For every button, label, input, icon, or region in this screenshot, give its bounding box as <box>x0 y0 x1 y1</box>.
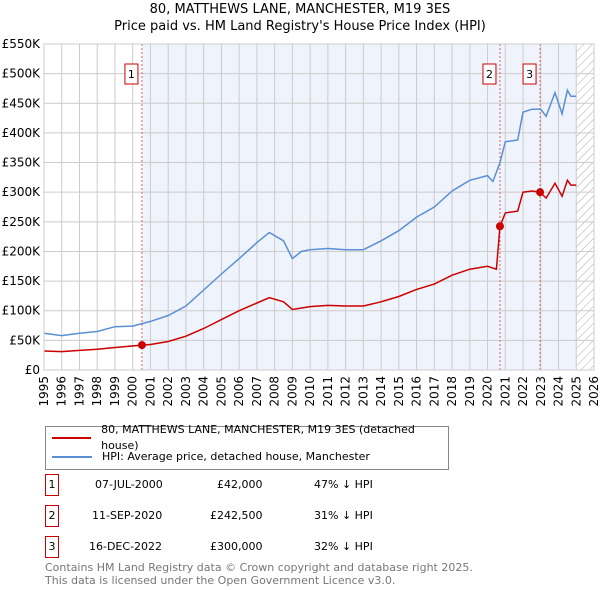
sale-point <box>137 341 146 350</box>
y-tick-label: £200K <box>2 244 42 258</box>
sale-marker: 1 <box>45 474 59 496</box>
legend-item-property: 80, MATTHEWS LANE, MANCHESTER, M19 3ES (… <box>52 423 448 452</box>
x-tick-label: 2017 <box>427 376 441 407</box>
x-tick-label: 2010 <box>303 376 317 407</box>
x-tick-label: 2006 <box>232 376 246 407</box>
forecast-hatch <box>576 44 594 370</box>
sale-price: £242,500 <box>210 509 263 522</box>
footer-line: Contains HM Land Registry data © Crown c… <box>45 561 473 574</box>
x-tick-label: 2020 <box>481 376 495 407</box>
x-tick-label: 2011 <box>321 376 335 407</box>
x-tick-label: 2004 <box>197 376 211 407</box>
sale-point <box>536 188 545 197</box>
x-tick-label: 2000 <box>126 376 140 407</box>
x-tick-label: 1999 <box>108 376 122 407</box>
sale-row: 1 07-JUL-2000 £42,000 47% ↓ HPI <box>45 474 465 496</box>
y-tick-label: £250K <box>2 215 42 229</box>
x-tick-label: 2007 <box>250 376 264 407</box>
sale-hpi-diff: 47% ↓ HPI <box>314 478 373 491</box>
x-tick-label: 2014 <box>374 376 388 407</box>
sale-marker-box <box>522 63 537 85</box>
x-tick-label: 2024 <box>552 376 566 407</box>
x-tick-label: 2022 <box>516 376 530 407</box>
sale-hpi-diff: 32% ↓ HPI <box>314 540 373 553</box>
ownership-shade <box>142 44 577 370</box>
x-tick-label: 1998 <box>90 376 104 407</box>
x-tick-label: 2018 <box>445 376 459 407</box>
x-tick-label: 2023 <box>534 376 548 407</box>
sale-marker-label: 3 <box>526 68 533 81</box>
x-tick-label: 2002 <box>161 376 175 407</box>
legend-swatch-blue <box>52 456 92 458</box>
footer: Contains HM Land Registry data © Crown c… <box>45 561 473 587</box>
y-tick-label: £0 <box>25 363 40 377</box>
price-paid-line <box>43 178 577 353</box>
x-tick-label: 2026 <box>587 376 600 407</box>
sale-point <box>495 222 504 231</box>
x-tick-label: 2016 <box>410 376 424 407</box>
y-tick-label: £300K <box>2 185 42 199</box>
sale-price: £300,000 <box>210 540 263 553</box>
y-tick-label: £50K <box>9 333 41 347</box>
hpi-line <box>43 88 577 337</box>
y-tick-label: £450K <box>2 96 42 110</box>
sale-price: £42,000 <box>217 478 263 491</box>
sale-date: 16-DEC-2022 <box>89 540 163 553</box>
chart-subtitle: Price paid vs. HM Land Registry's House … <box>114 19 486 34</box>
legend-swatch-red <box>52 437 92 439</box>
y-tick-label: £550K <box>2 37 42 51</box>
chart-title: 80, MATTHEWS LANE, MANCHESTER, M19 3ES <box>149 2 451 17</box>
x-tick-label: 2005 <box>214 376 228 407</box>
sale-row: 3 16-DEC-2022 £300,000 32% ↓ HPI <box>45 536 465 558</box>
x-tick-label: 2003 <box>179 376 193 407</box>
sale-date: 11-SEP-2020 <box>92 509 163 522</box>
sale-hpi-diff: 31% ↓ HPI <box>314 509 373 522</box>
x-tick-label: 2008 <box>268 376 282 407</box>
x-tick-label: 2019 <box>463 376 477 407</box>
x-tick-label: 2025 <box>569 376 583 407</box>
legend: 80, MATTHEWS LANE, MANCHESTER, M19 3ES (… <box>45 423 449 470</box>
price-chart: 1995 1996 1997 1998 1999 2000 2001 2002 2003 2004… <box>2 37 600 407</box>
x-tick-label: 2012 <box>339 376 353 407</box>
legend-item-hpi: HPI: Average price, detached house, Manc… <box>52 449 370 465</box>
x-tick-label: 1997 <box>72 376 86 407</box>
sale-marker-label: 2 <box>486 68 493 81</box>
sale-marker-box <box>482 63 497 85</box>
sale-marker: 3 <box>45 536 59 558</box>
legend-label: 80, MATTHEWS LANE, MANCHESTER, M19 3ES (… <box>101 423 415 452</box>
legend-label: HPI: Average price, detached house, Manc… <box>102 450 370 463</box>
y-tick-label: £400K <box>2 126 42 140</box>
y-tick-label: £350K <box>2 156 42 170</box>
plot-border <box>43 43 595 371</box>
y-tick-label: £500K <box>2 67 42 81</box>
sale-marker-box <box>124 63 139 85</box>
x-tick-label: 2009 <box>285 376 299 407</box>
x-tick-label: 2015 <box>392 376 406 407</box>
x-tick-label: 1995 <box>37 376 51 407</box>
x-tick-label: 2001 <box>143 376 157 407</box>
sale-row: 2 11-SEP-2020 £242,500 31% ↓ HPI <box>45 505 465 527</box>
x-tick-label: 1996 <box>55 376 69 407</box>
x-tick-label: 2013 <box>356 376 370 407</box>
y-tick-label: £100K <box>2 304 42 318</box>
sale-marker-label: 1 <box>128 68 135 81</box>
sale-date: 07-JUL-2000 <box>95 478 163 491</box>
x-tick-label: 2021 <box>498 376 512 407</box>
y-tick-label: £150K <box>2 274 42 288</box>
sale-marker: 2 <box>45 505 59 527</box>
footer-line: This data is licensed under the Open Gov… <box>45 574 396 587</box>
